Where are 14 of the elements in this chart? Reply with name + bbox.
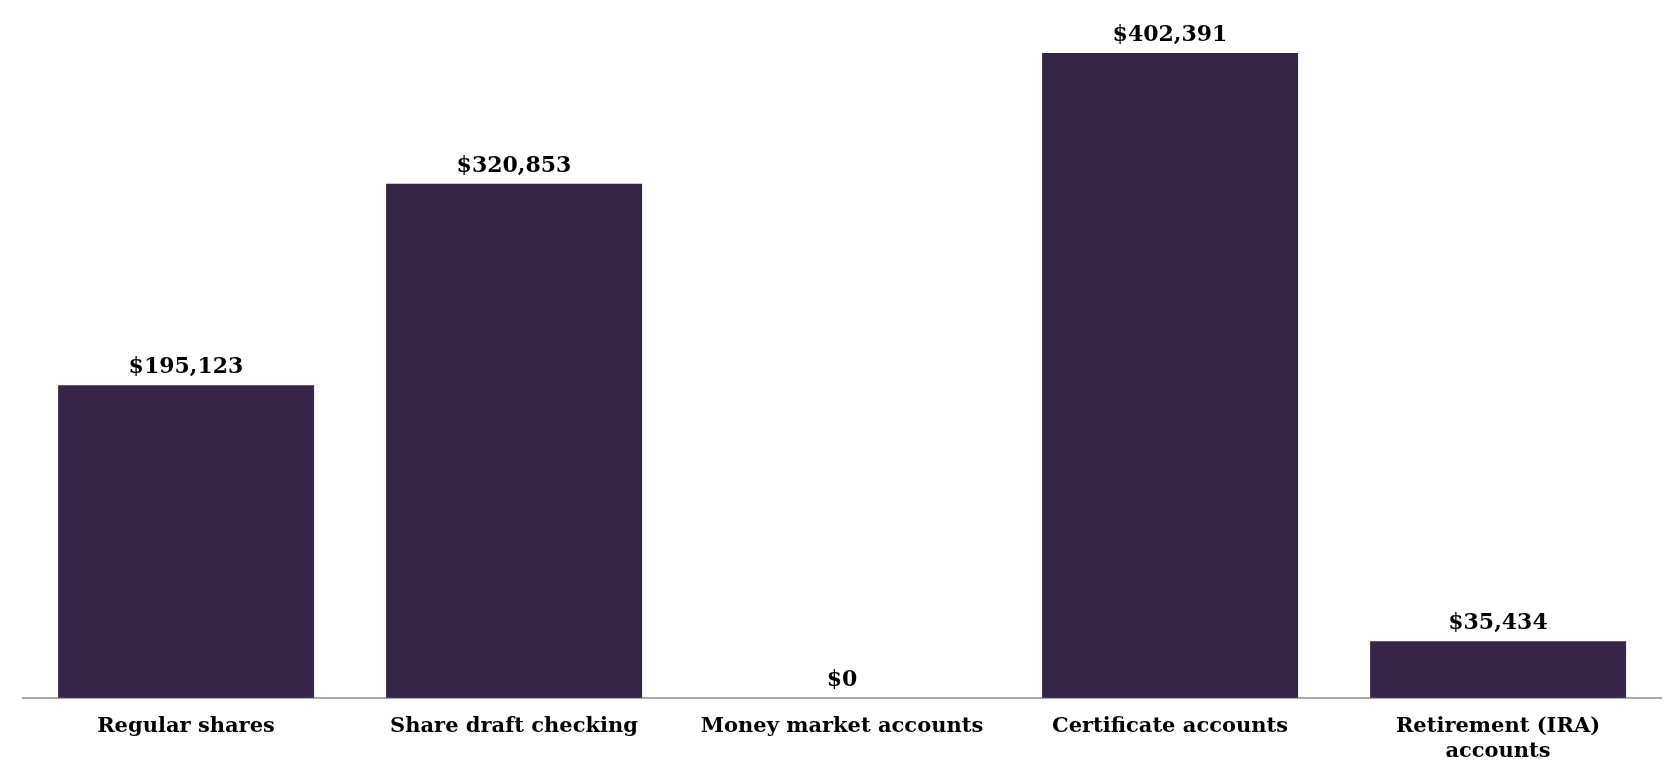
data-label: $195,123 — [128, 352, 244, 379]
x-tick-label: Share draft checking — [390, 712, 639, 737]
bar — [386, 183, 643, 698]
x-tick-label: Money market accounts — [700, 712, 984, 737]
x-tick-label: Certificate accounts — [1051, 712, 1289, 737]
bar — [1042, 53, 1299, 698]
bar — [58, 385, 315, 698]
x-tick-label: Retirement (IRA) accounts — [1395, 712, 1601, 762]
data-label: $0 — [826, 665, 858, 691]
bar — [1370, 641, 1627, 698]
x-tick-label: Regular shares — [97, 712, 275, 737]
data-label: $35,434 — [1448, 608, 1548, 635]
data-label: $402,391 — [1112, 20, 1228, 46]
data-label: $320,853 — [456, 150, 572, 177]
